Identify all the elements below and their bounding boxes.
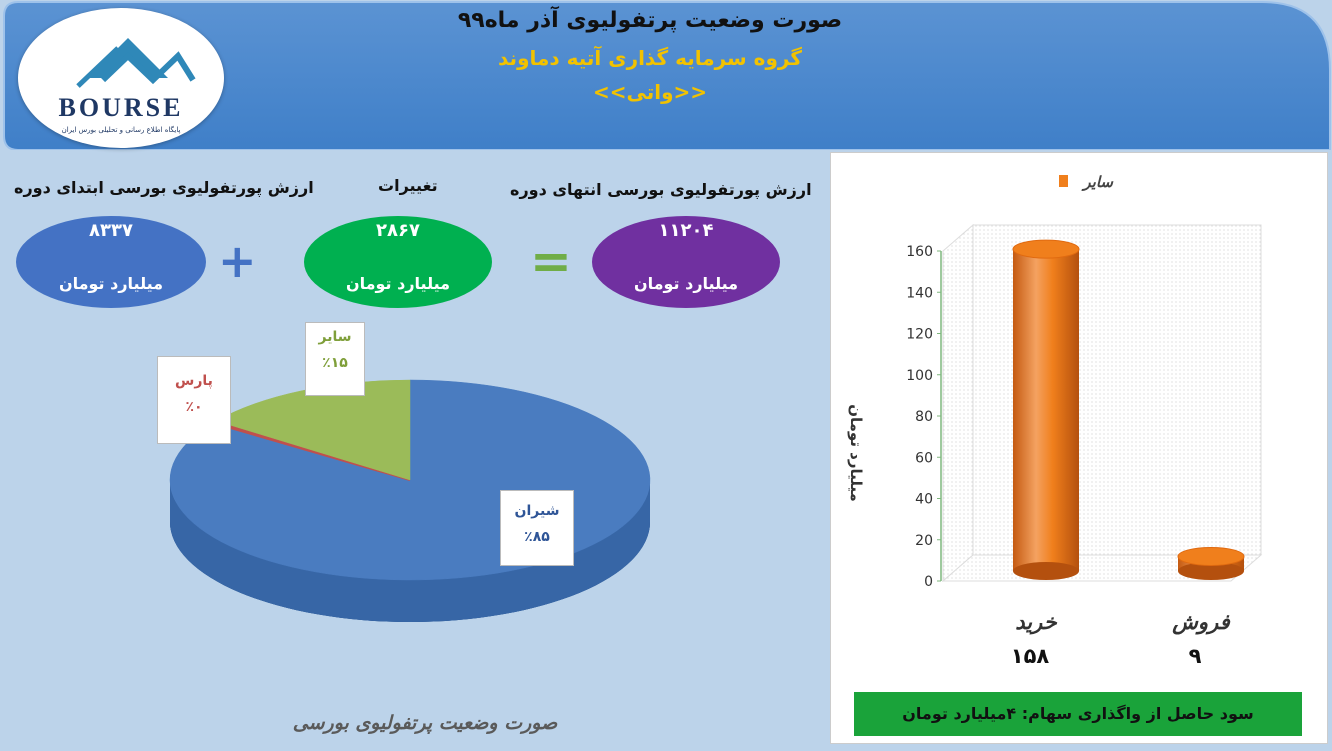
- page-subtitle: گروه سرمایه گذاری آتیه دماوند: [498, 46, 802, 70]
- logo: BOURSE پایگاه اطلاع رسانی و تحلیلی بورس …: [18, 8, 224, 148]
- bar-base: [1013, 562, 1079, 580]
- header-banner: صورت وضعیت پرتفولیوی آذر ماه۹۹ گروه سرما…: [0, 0, 1332, 151]
- bar-top: [1177, 546, 1245, 566]
- pie-label-pars: پارس ٪۰: [157, 356, 231, 444]
- y-tick-label: 60: [915, 450, 933, 466]
- start-value-ellipse: ۸۳۳۷ میلیارد تومان: [16, 216, 206, 308]
- y-tick-label: 100: [906, 368, 933, 384]
- pie-label-shiran-percent: ٪۸۵: [524, 529, 550, 545]
- y-tick-label: 20: [915, 533, 933, 549]
- bar-chart-panel: 0 20 40 60 80 100 120 140 160 سایر میلیارد تومان…: [830, 152, 1328, 744]
- bar-base: [1178, 562, 1244, 580]
- pie-caption: صورت وضعیت پرتفولیوی بورسی: [292, 712, 558, 734]
- bar-chart: 0 20 40 60 80 100 120 140 160 سایر میلیارد تومان…: [847, 173, 1263, 668]
- y-tick-label: 80: [915, 409, 933, 425]
- y-axis-label: میلیارد تومان: [847, 404, 865, 502]
- portfolio-pie-chart: [169, 379, 651, 622]
- change-unit: میلیارد تومان: [345, 274, 451, 293]
- pie-label-other-name: سایر: [318, 329, 352, 345]
- bar-value-label: ۹: [1189, 644, 1202, 668]
- plus-sign: +: [218, 234, 257, 288]
- end-unit: میلیارد تومان: [633, 274, 739, 293]
- y-tick-label: 40: [915, 492, 933, 508]
- pie-label-shiran: شیران ٪۸۵: [500, 490, 574, 566]
- legend-swatch: [1059, 175, 1068, 187]
- start-value: ۸۳۳۷: [89, 220, 133, 241]
- pie-label-pars-name: پارس: [175, 373, 213, 389]
- ticker-code: <<واتی>>: [592, 80, 708, 104]
- pie-label-other: سایر ٪۱۵: [305, 322, 365, 396]
- y-tick-label: 160: [906, 244, 933, 260]
- start-value-label: ارزش پورتفولیوی بورسی ابتدای دوره: [14, 178, 314, 197]
- bourse-logo-icon: BOURSE پایگاه اطلاع رسانی و تحلیلی بورس …: [59, 38, 196, 134]
- equals-sign: =: [530, 232, 572, 290]
- bar: [1013, 249, 1079, 571]
- page-title: صورت وضعیت پرتفولیوی آذر ماه۹۹: [457, 8, 843, 33]
- bar-top: [1012, 239, 1080, 259]
- y-tick-label: 120: [906, 327, 933, 343]
- pie-side-front: [170, 480, 650, 622]
- bar-value-label: ۱۵۸: [1011, 644, 1050, 668]
- start-unit: میلیارد تومان: [58, 274, 164, 293]
- end-value-ellipse: ۱۱۲۰۴ میلیارد تومان: [592, 216, 780, 308]
- x-category-label: فروش: [1171, 610, 1230, 635]
- pie-label-shiran-name: شیران: [514, 503, 560, 519]
- change-value: ۲۸۶۷: [376, 220, 420, 241]
- header-background: [3, 1, 1331, 151]
- end-value: ۱۱۲۰۴: [658, 220, 714, 241]
- pie-label-pars-percent: ٪۰: [185, 399, 203, 415]
- logo-text: BOURSE: [59, 93, 184, 122]
- legend-label: سایر: [1081, 173, 1114, 191]
- change-value-ellipse: ۲۸۶۷ میلیارد تومان: [304, 216, 492, 308]
- y-tick-label: 0: [924, 574, 933, 590]
- y-tick-label: 140: [906, 285, 933, 301]
- profit-banner: سود حاصل از واگذاری سهام: ۴میلیارد تومان: [854, 692, 1302, 736]
- end-value-label: ارزش پورتفولیوی بورسی انتهای دوره: [510, 180, 812, 199]
- change-label: تغییرات: [378, 176, 438, 195]
- logo-tagline: پایگاه اطلاع رسانی و تحلیلی بورس ایران: [62, 125, 181, 134]
- pie-label-other-percent: ٪۱۵: [322, 355, 348, 371]
- x-category-label: خرید: [1015, 610, 1057, 635]
